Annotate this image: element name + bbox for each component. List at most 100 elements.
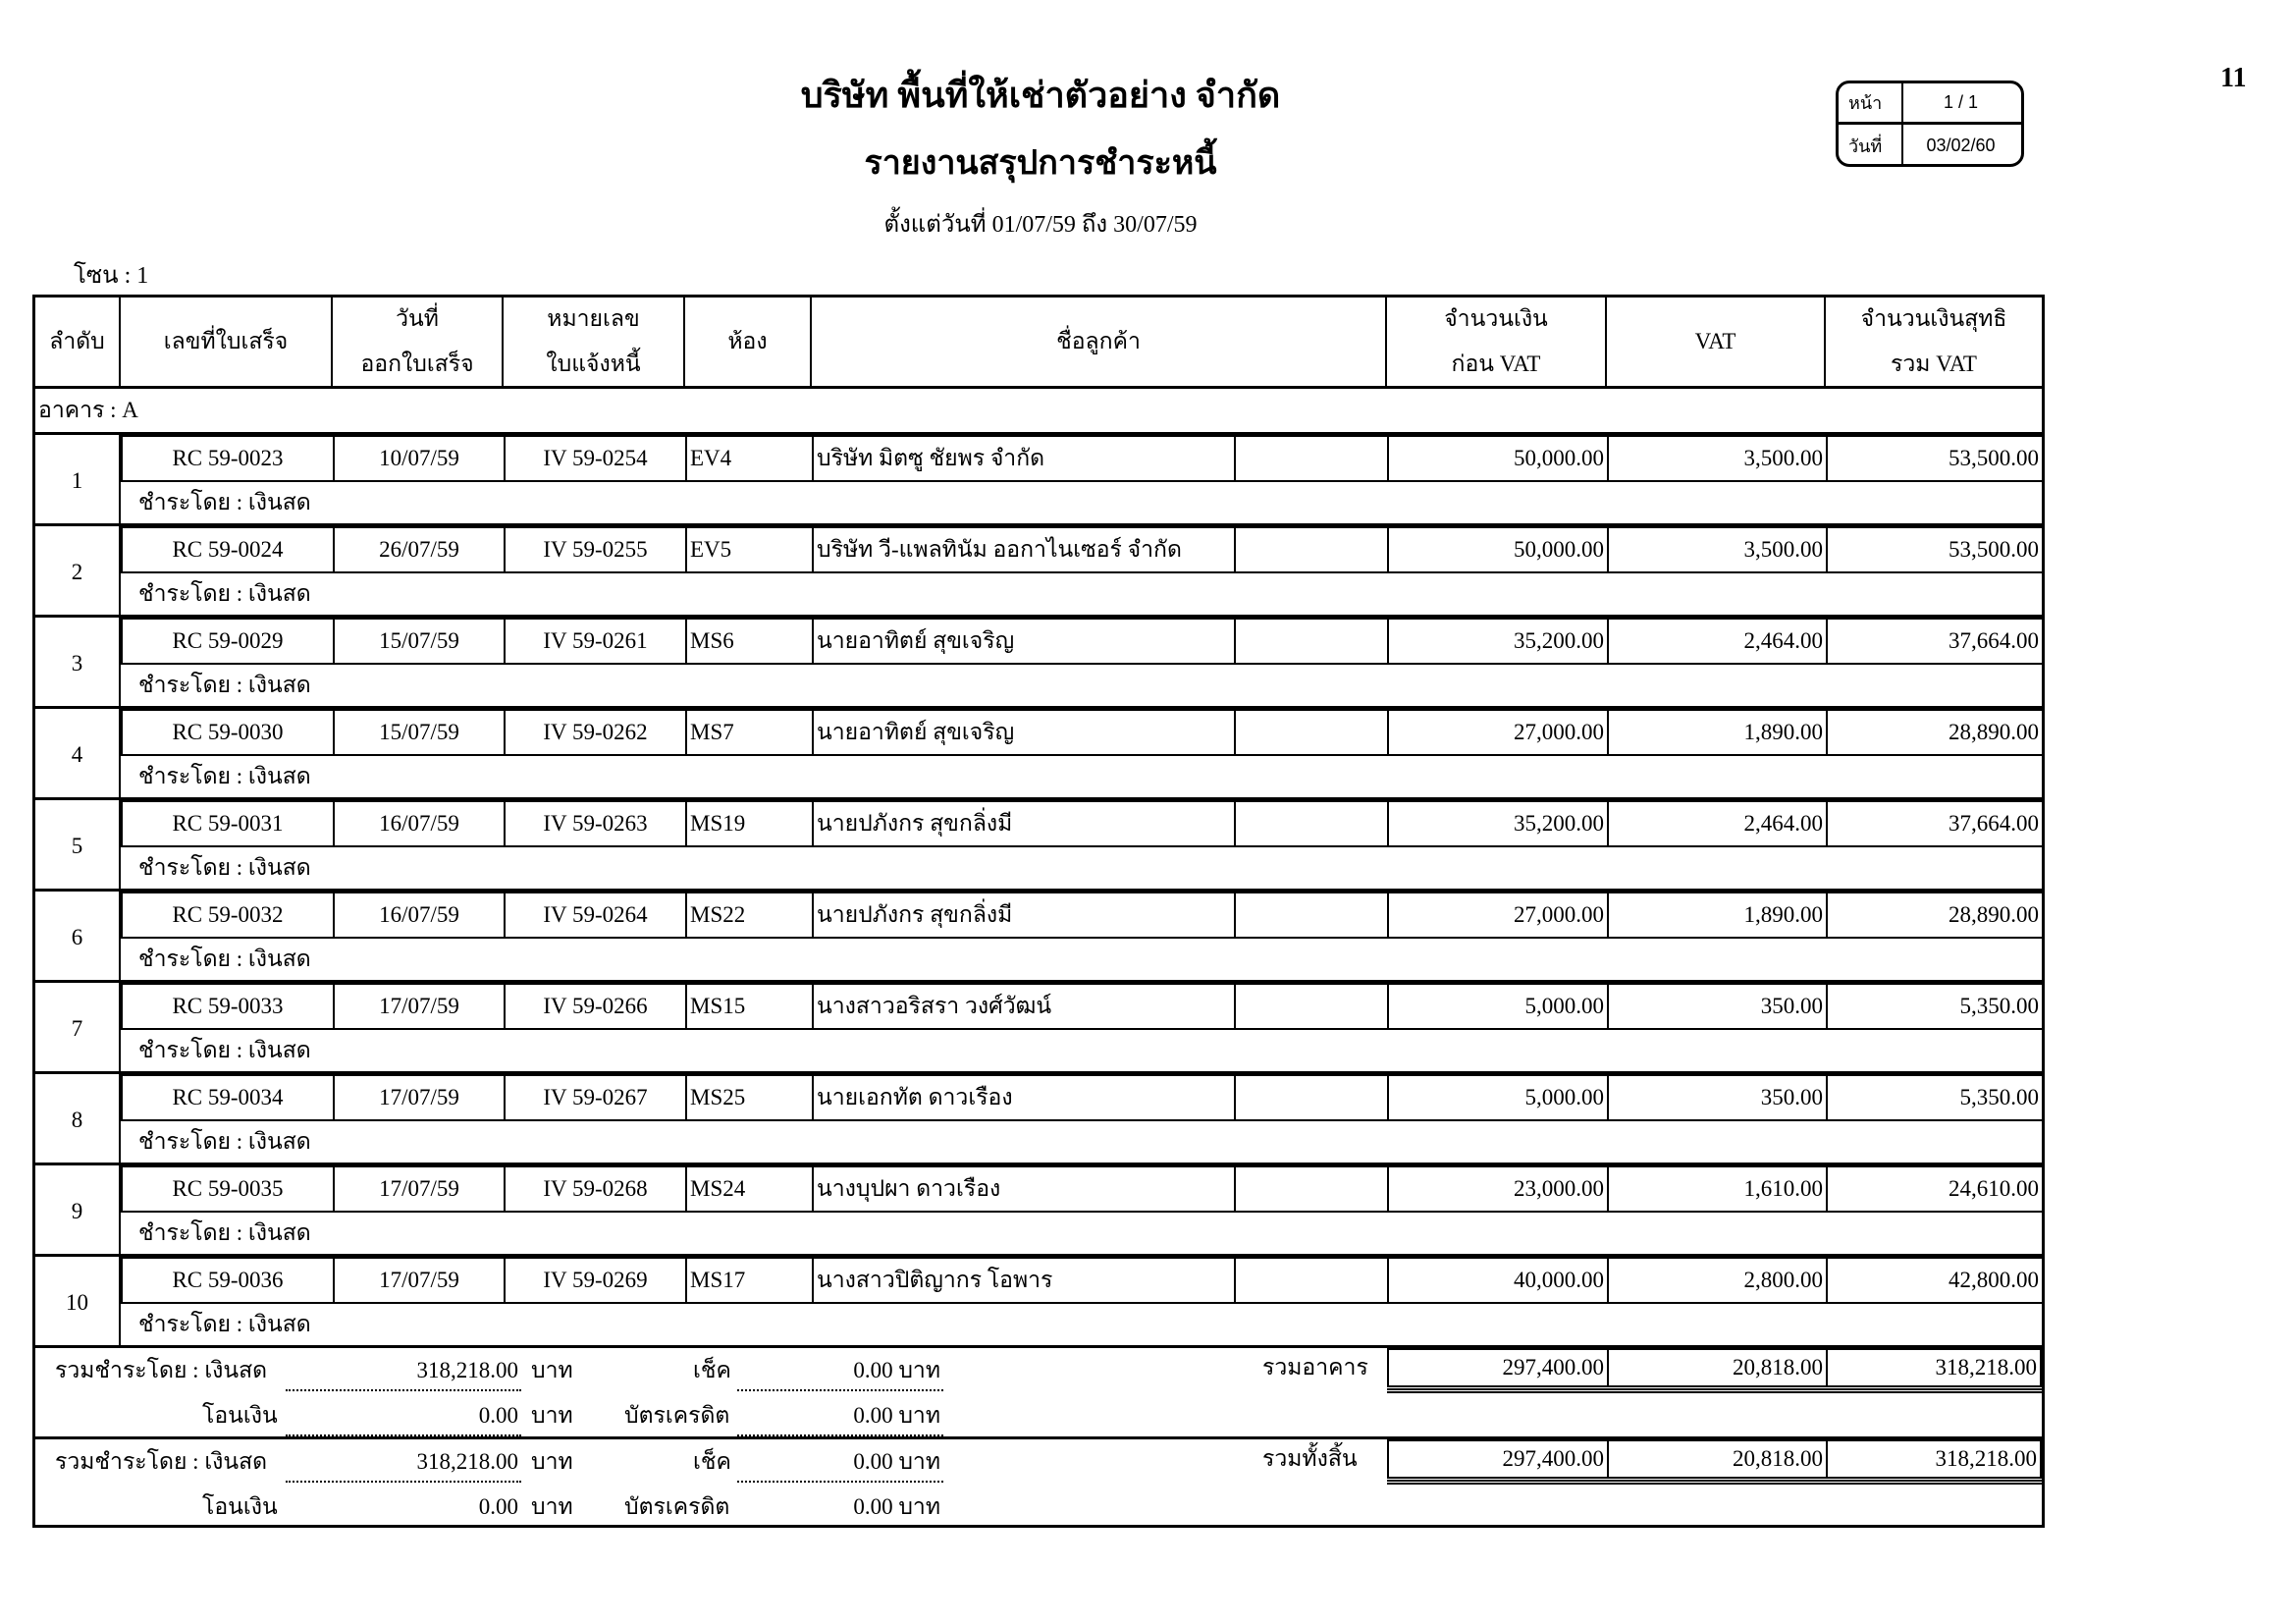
page-value: 1 / 1 [1943,92,1979,112]
row-blank [1234,618,1389,665]
row-room: MS6 [685,618,814,665]
row-paid-by: ชำระโดย : เงินสด [138,855,311,880]
row-paid-by: ชำระโดย : เงินสด [138,1038,311,1062]
row-divider [35,523,2042,526]
row-paid-by: ชำระโดย : เงินสด [138,947,311,971]
row-receipt: RC 59-0034 [121,1074,335,1121]
report-table: ลำดับ เลขที่ใบเสร็จ วันที่ ออกใบเสร็จ หมา… [32,295,2045,1528]
cheque-total: 0.00 บาท [737,1443,943,1483]
row-paid-by: ชำระโดย : เงินสด [138,1220,311,1245]
row-divider [35,615,2042,618]
row-vat: 1,890.00 [1607,892,1828,939]
total-vat: 20,818.00 [1607,1439,1828,1479]
row-receipt: RC 59-0035 [121,1165,335,1213]
total-label: รวมอาคาร [1262,1355,1368,1380]
row-vat: 2,464.00 [1607,618,1828,665]
row-amount: 50,000.00 [1387,435,1609,482]
row-net: 42,800.00 [1826,1257,2044,1304]
row-customer: บริษัท วี-แพลทินัม ออกาไนเซอร์ จำกัด [812,526,1236,573]
row-order: 4 [35,709,121,800]
total-net: 318,218.00 [1826,1439,2042,1479]
row-date: 17/07/59 [333,1257,506,1304]
row-net: 53,500.00 [1826,526,2044,573]
total-label: รวมทั้งสิ้น [1262,1446,1358,1471]
double-underline [1387,1387,2042,1393]
row-customer: บริษัท มิตซู ชัยพร จำกัด [812,435,1236,482]
row-divider [35,1345,2042,1348]
row-blank [1234,1165,1389,1213]
row-invoice: IV 59-0255 [504,526,687,573]
cheque-label: เช็ค [693,1358,731,1382]
col-amount: จำนวนเงิน ก่อน VAT [1387,298,1607,386]
credit-card-label: บัตรเครดิต [624,1494,730,1519]
row-invoice: IV 59-0264 [504,892,687,939]
row-room: MS19 [685,800,814,847]
row-divider [35,1163,2042,1165]
cheque-label: เช็ค [693,1449,731,1474]
row-receipt: RC 59-0023 [121,435,335,482]
row-amount: 23,000.00 [1387,1165,1609,1213]
row-order: 5 [35,800,121,892]
row-divider [35,1071,2042,1074]
row-customer: นางสาวปิติญากร โอพาร [812,1257,1236,1304]
header-divider [35,386,2042,389]
row-vat: 350.00 [1607,983,1828,1030]
baht-unit: บาท [531,1494,573,1519]
credit-card-total: 0.00 บาท [737,1397,943,1436]
double-underline [1387,1479,2042,1485]
row-invoice: IV 59-0262 [504,709,687,756]
row-vat: 1,890.00 [1607,709,1828,756]
row-net: 53,500.00 [1826,435,2044,482]
summary-label: รวมชำระโดย : เงินสด [55,1358,268,1382]
row-net: 24,610.00 [1826,1165,2044,1213]
row-customer: นายเอกทัต ดาวเรือง [812,1074,1236,1121]
row-vat: 2,464.00 [1607,800,1828,847]
row-blank [1234,1074,1389,1121]
date-label: วันที่ [1839,125,1903,166]
row-order: 1 [35,435,121,526]
row-net: 37,664.00 [1826,800,2044,847]
row-receipt: RC 59-0029 [121,618,335,665]
row-amount: 27,000.00 [1387,709,1609,756]
row-paid-by: ชำระโดย : เงินสด [138,490,311,514]
row-blank [1234,983,1389,1030]
date-range: ตั้งแต่วันที่ 01/07/59 ถึง 30/07/59 [883,212,1198,238]
row-vat: 3,500.00 [1607,526,1828,573]
row-divider [35,980,2042,983]
row-invoice: IV 59-0269 [504,1257,687,1304]
row-customer: นางบุปผา ดาวเรือง [812,1165,1236,1213]
row-amount: 5,000.00 [1387,983,1609,1030]
row-net: 28,890.00 [1826,709,2044,756]
row-paid-by: ชำระโดย : เงินสด [138,581,311,606]
row-room: MS15 [685,983,814,1030]
row-invoice: IV 59-0254 [504,435,687,482]
row-vat: 350.00 [1607,1074,1828,1121]
summary-label: รวมชำระโดย : เงินสด [55,1449,268,1474]
row-invoice: IV 59-0266 [504,983,687,1030]
total-net: 318,218.00 [1826,1348,2042,1387]
row-paid-by: ชำระโดย : เงินสด [138,1312,311,1336]
row-receipt: RC 59-0033 [121,983,335,1030]
row-net: 28,890.00 [1826,892,2044,939]
row-date: 16/07/59 [333,800,506,847]
summary-divider [35,1436,2042,1439]
row-paid-by: ชำระโดย : เงินสด [138,764,311,788]
row-divider [35,1254,2042,1257]
row-order: 7 [35,983,121,1074]
row-amount: 35,200.00 [1387,618,1609,665]
col-room: ห้อง [685,298,812,386]
row-room: MS17 [685,1257,814,1304]
zone-label: โซน : 1 [74,263,149,289]
col-vat: VAT [1607,298,1826,386]
row-vat: 2,800.00 [1607,1257,1828,1304]
row-divider [35,706,2042,709]
print-date: 03/02/60 [1926,135,1996,155]
row-room: MS22 [685,892,814,939]
row-blank [1234,709,1389,756]
row-blank [1234,800,1389,847]
row-date: 10/07/59 [333,435,506,482]
row-amount: 5,000.00 [1387,1074,1609,1121]
row-receipt: RC 59-0030 [121,709,335,756]
total-amount: 297,400.00 [1387,1439,1609,1479]
building-divider [35,432,2042,435]
